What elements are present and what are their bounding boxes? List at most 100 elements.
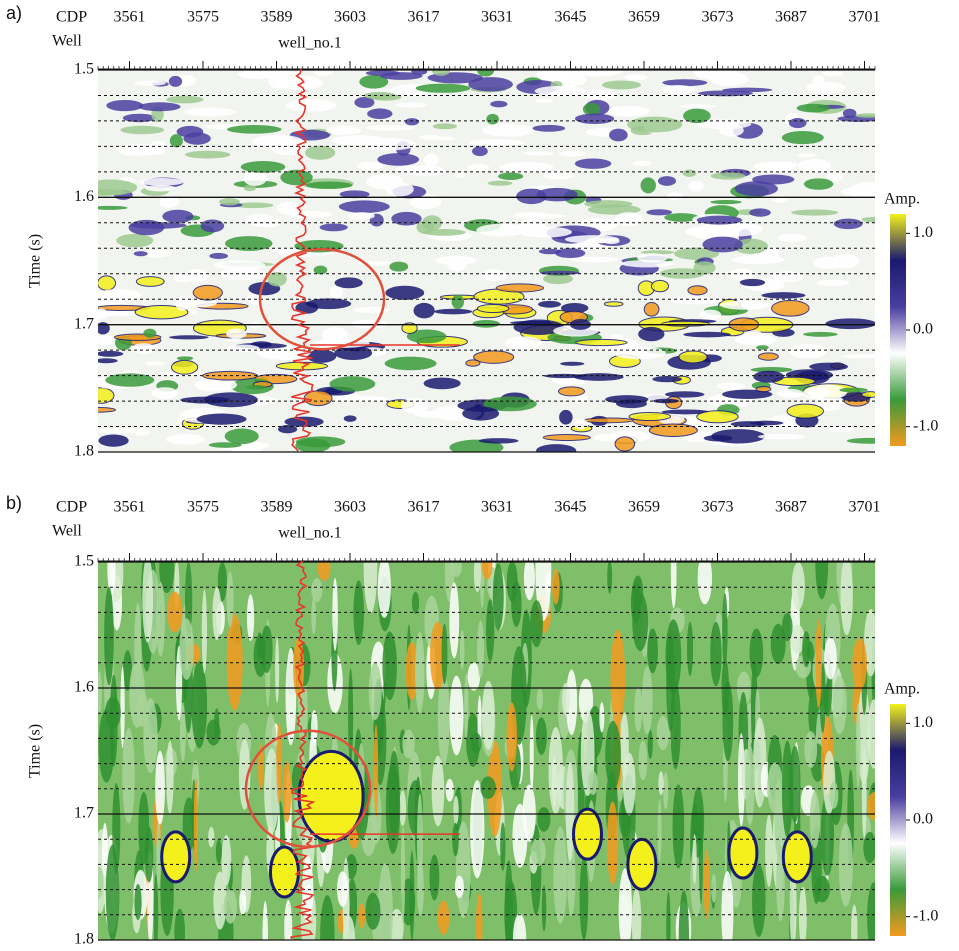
- x-tick-label: 3645: [555, 499, 587, 516]
- seismic-texture: [771, 195, 789, 203]
- seismic-texture: [559, 409, 573, 425]
- seismic-texture: [311, 710, 318, 744]
- x-tick-label: 3673: [702, 9, 734, 26]
- seismic-texture: [213, 871, 227, 930]
- y-tick-label: 1.7: [74, 805, 94, 822]
- seismic-texture: [365, 125, 416, 131]
- seismic-texture: [789, 864, 797, 940]
- seismic-texture: [722, 592, 728, 668]
- seismic-texture: [373, 724, 379, 819]
- seismic-texture: [429, 854, 440, 901]
- seismic-texture: [276, 75, 324, 91]
- seismic-texture: [122, 727, 135, 824]
- seismic-texture: [672, 784, 685, 869]
- seismic-texture: [419, 134, 441, 141]
- seismic-texture: [661, 320, 710, 327]
- seismic-texture: [753, 370, 784, 383]
- seismic-texture: [141, 249, 172, 258]
- seismic-texture: [477, 70, 494, 77]
- seismic-texture: [605, 720, 621, 790]
- seismic-texture: [400, 826, 406, 924]
- seismic-texture: [453, 795, 459, 825]
- seismic-texture: [416, 220, 435, 234]
- seismic-texture: [432, 123, 457, 130]
- seismic-texture: [277, 424, 298, 434]
- seismic-texture: [734, 181, 778, 197]
- seismic-texture: [122, 113, 156, 123]
- seismic-texture: [409, 850, 415, 940]
- seismic-texture: [657, 176, 676, 186]
- seismic-texture: [670, 562, 677, 609]
- x-tick-label: 3561: [114, 499, 146, 516]
- seismic-texture: [98, 407, 117, 413]
- seismic-texture: [696, 410, 739, 424]
- seismic-texture: [201, 589, 208, 674]
- seismic-image: [98, 562, 875, 940]
- seismic-texture: [297, 749, 365, 843]
- x-tick-label: 3673: [702, 499, 734, 516]
- seismic-texture: [622, 752, 636, 816]
- seismic-texture: [573, 373, 624, 381]
- seismic-texture: [339, 190, 370, 199]
- seismic-texture: [317, 562, 331, 581]
- seismic-texture: [179, 704, 186, 763]
- seismic-texture: [226, 571, 234, 628]
- seismic-texture: [534, 85, 586, 97]
- seismic-texture: [727, 826, 759, 880]
- seismic-texture: [131, 343, 156, 354]
- seismic-texture: [473, 562, 481, 593]
- seismic-texture: [842, 108, 857, 119]
- seismic-texture: [194, 378, 238, 392]
- seismic-texture: [472, 146, 488, 157]
- seismic-texture: [165, 434, 206, 445]
- seismic-texture: [239, 888, 247, 916]
- seismic-texture: [449, 562, 463, 577]
- seismic-texture: [233, 202, 274, 209]
- seismic-texture: [500, 822, 506, 872]
- seismic-texture: [134, 883, 142, 921]
- seismic-texture: [791, 562, 805, 610]
- seismic-texture: [465, 359, 481, 367]
- seismic-texture: [538, 300, 562, 308]
- seismic-texture: [295, 301, 319, 314]
- seismic-texture: [757, 352, 779, 361]
- seismic-texture: [174, 908, 186, 940]
- highlight-circle: [244, 729, 372, 849]
- seismic-texture: [574, 113, 615, 124]
- seismic-texture: [470, 732, 482, 754]
- seismic-texture: [803, 178, 834, 190]
- seismic-texture: [841, 354, 875, 359]
- seismic-texture: [395, 165, 445, 174]
- seismic-texture: [678, 890, 690, 940]
- y-tick-label: 1.5: [74, 553, 94, 570]
- seismic-texture: [319, 223, 348, 232]
- seismic-texture: [607, 562, 613, 594]
- seismic-texture: [437, 900, 450, 936]
- seismic-texture: [348, 668, 354, 765]
- seismic-texture: [98, 387, 115, 404]
- seismic-texture: [512, 803, 528, 868]
- seismic-texture: [486, 113, 499, 125]
- seismic-texture: [647, 729, 653, 759]
- seismic-texture: [348, 212, 375, 220]
- seismic-texture: [453, 172, 467, 178]
- seismic-texture: [138, 178, 185, 186]
- seismic-texture: [382, 631, 397, 701]
- seismic-texture: [272, 247, 305, 253]
- seismic-texture: [480, 776, 496, 800]
- seismic-texture: [682, 169, 697, 177]
- y-tick-label: 1.8: [74, 931, 94, 948]
- seismic-texture: [191, 661, 208, 749]
- seismic-texture: [142, 562, 154, 643]
- seismic-texture: [752, 174, 795, 185]
- seismic-texture: [303, 390, 333, 407]
- seismic-texture: [638, 740, 648, 781]
- seismic-texture: [144, 827, 154, 883]
- seismic-texture: [809, 362, 849, 371]
- x-tick-label: 3603: [334, 499, 366, 516]
- x-tick-label: 3659: [628, 499, 660, 516]
- seismic-texture: [552, 568, 560, 605]
- seismic-texture: [311, 598, 317, 635]
- seismic-texture: [184, 107, 237, 117]
